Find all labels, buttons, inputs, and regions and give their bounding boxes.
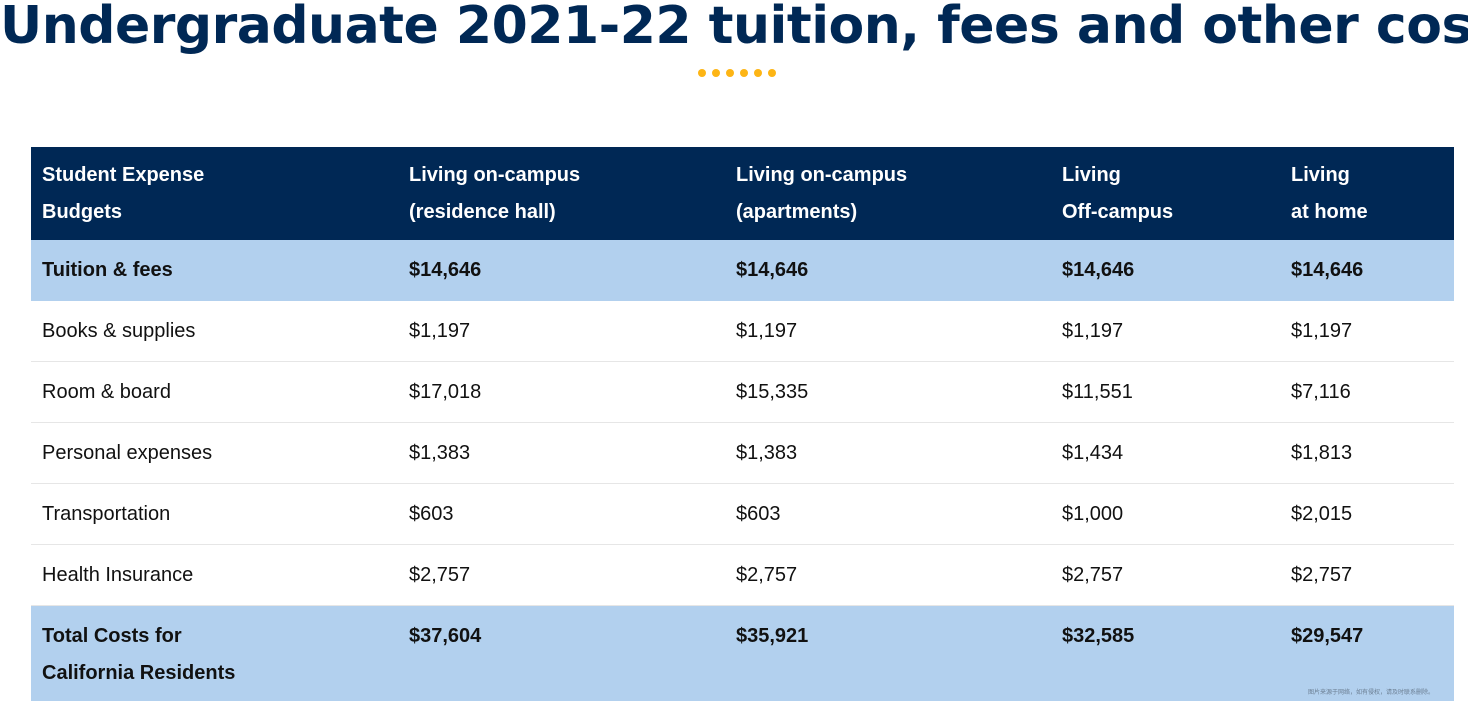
table-cell: $603 — [725, 483, 1051, 545]
header-line: Living on-campus — [736, 164, 908, 186]
table-row-transportation: Transportation $603 $603 $1,000 $2,015 — [31, 483, 1454, 545]
table-cell: $603 — [398, 483, 725, 545]
table-cell: $1,813 — [1280, 422, 1454, 484]
table-row-health-insurance: Health Insurance $2,757 $2,757 $2,757 $2… — [31, 544, 1454, 606]
table-cell: $7,116 — [1280, 361, 1454, 423]
header-line: Living — [1062, 164, 1121, 186]
header-student-expense-budgets: Student Expense Budgets — [31, 147, 398, 240]
table-cell: $17,018 — [398, 361, 725, 423]
header-on-campus-residence-hall: Living on-campus (residence hall) — [398, 147, 725, 240]
total-cell: $32,585 — [1051, 605, 1280, 701]
table-row-total-costs: Total Costs for California Residents $37… — [31, 605, 1454, 701]
table-cell: $14,646 — [1051, 240, 1280, 301]
table-row-tuition-fees: Tuition & fees $14,646 $14,646 $14,646 $… — [31, 240, 1454, 301]
expense-budget-table: Student Expense Budgets Living on-campus… — [31, 147, 1454, 701]
header-off-campus: Living Off-campus — [1051, 147, 1280, 240]
total-label-line: California Residents — [42, 662, 236, 684]
header-line: Off-campus — [1062, 201, 1174, 223]
row-label: Health Insurance — [31, 544, 398, 606]
dot-icon — [726, 69, 734, 77]
dot-icon — [754, 69, 762, 77]
table-cell: $2,015 — [1280, 483, 1454, 545]
table-cell: $1,383 — [725, 422, 1051, 484]
header-line: Living on-campus — [409, 164, 581, 186]
page-title: Undergraduate 2021-22 tuition, fees and … — [0, 0, 1468, 56]
dot-icon — [712, 69, 720, 77]
dot-icon — [768, 69, 776, 77]
table-row-books-supplies: Books & supplies $1,197 $1,197 $1,197 $1… — [31, 301, 1454, 362]
total-label-line: Total Costs for — [42, 625, 182, 647]
total-cell: $37,604 — [398, 605, 725, 701]
table-cell: $2,757 — [1051, 544, 1280, 606]
table-cell: $11,551 — [1051, 361, 1280, 423]
table-cell: $1,000 — [1051, 483, 1280, 545]
table-row-room-board: Room & board $17,018 $15,335 $11,551 $7,… — [31, 361, 1454, 423]
table-cell: $1,383 — [398, 422, 725, 484]
table-cell: $1,434 — [1051, 422, 1280, 484]
table-cell: $2,757 — [398, 544, 725, 606]
table-cell: $14,646 — [398, 240, 725, 301]
header-line: Student Expense — [42, 164, 205, 186]
table-cell: $15,335 — [725, 361, 1051, 423]
table-cell: $1,197 — [1280, 301, 1454, 362]
header-line: (apartments) — [736, 201, 858, 223]
row-label: Books & supplies — [31, 301, 398, 362]
table-header-row: Student Expense Budgets Living on-campus… — [31, 147, 1454, 240]
title-dots-divider — [698, 69, 776, 77]
table-cell: $1,197 — [398, 301, 725, 362]
watermark-text: 图片来源于网络，如有侵权，请及时联系删除。 — [1308, 690, 1435, 696]
dot-icon — [698, 69, 706, 77]
table-cell: $1,197 — [725, 301, 1051, 362]
header-line: (residence hall) — [409, 201, 556, 223]
header-line: at home — [1291, 201, 1368, 223]
table-cell: $1,197 — [1051, 301, 1280, 362]
row-label: Tuition & fees — [31, 240, 398, 301]
row-label: Personal expenses — [31, 422, 398, 484]
total-cell: $29,547 — [1280, 605, 1454, 701]
table-cell: $14,646 — [725, 240, 1051, 301]
header-line: Budgets — [42, 201, 122, 223]
row-label: Transportation — [31, 483, 398, 545]
row-label: Total Costs for California Residents — [31, 605, 398, 701]
table-cell: $2,757 — [1280, 544, 1454, 606]
total-cell: $35,921 — [725, 605, 1051, 701]
header-at-home: Living at home — [1280, 147, 1454, 240]
table-row-personal-expenses: Personal expenses $1,383 $1,383 $1,434 $… — [31, 422, 1454, 484]
dot-icon — [740, 69, 748, 77]
header-on-campus-apartments: Living on-campus (apartments) — [725, 147, 1051, 240]
header-line: Living — [1291, 164, 1350, 186]
row-label: Room & board — [31, 361, 398, 423]
table-cell: $14,646 — [1280, 240, 1454, 301]
table-cell: $2,757 — [725, 544, 1051, 606]
